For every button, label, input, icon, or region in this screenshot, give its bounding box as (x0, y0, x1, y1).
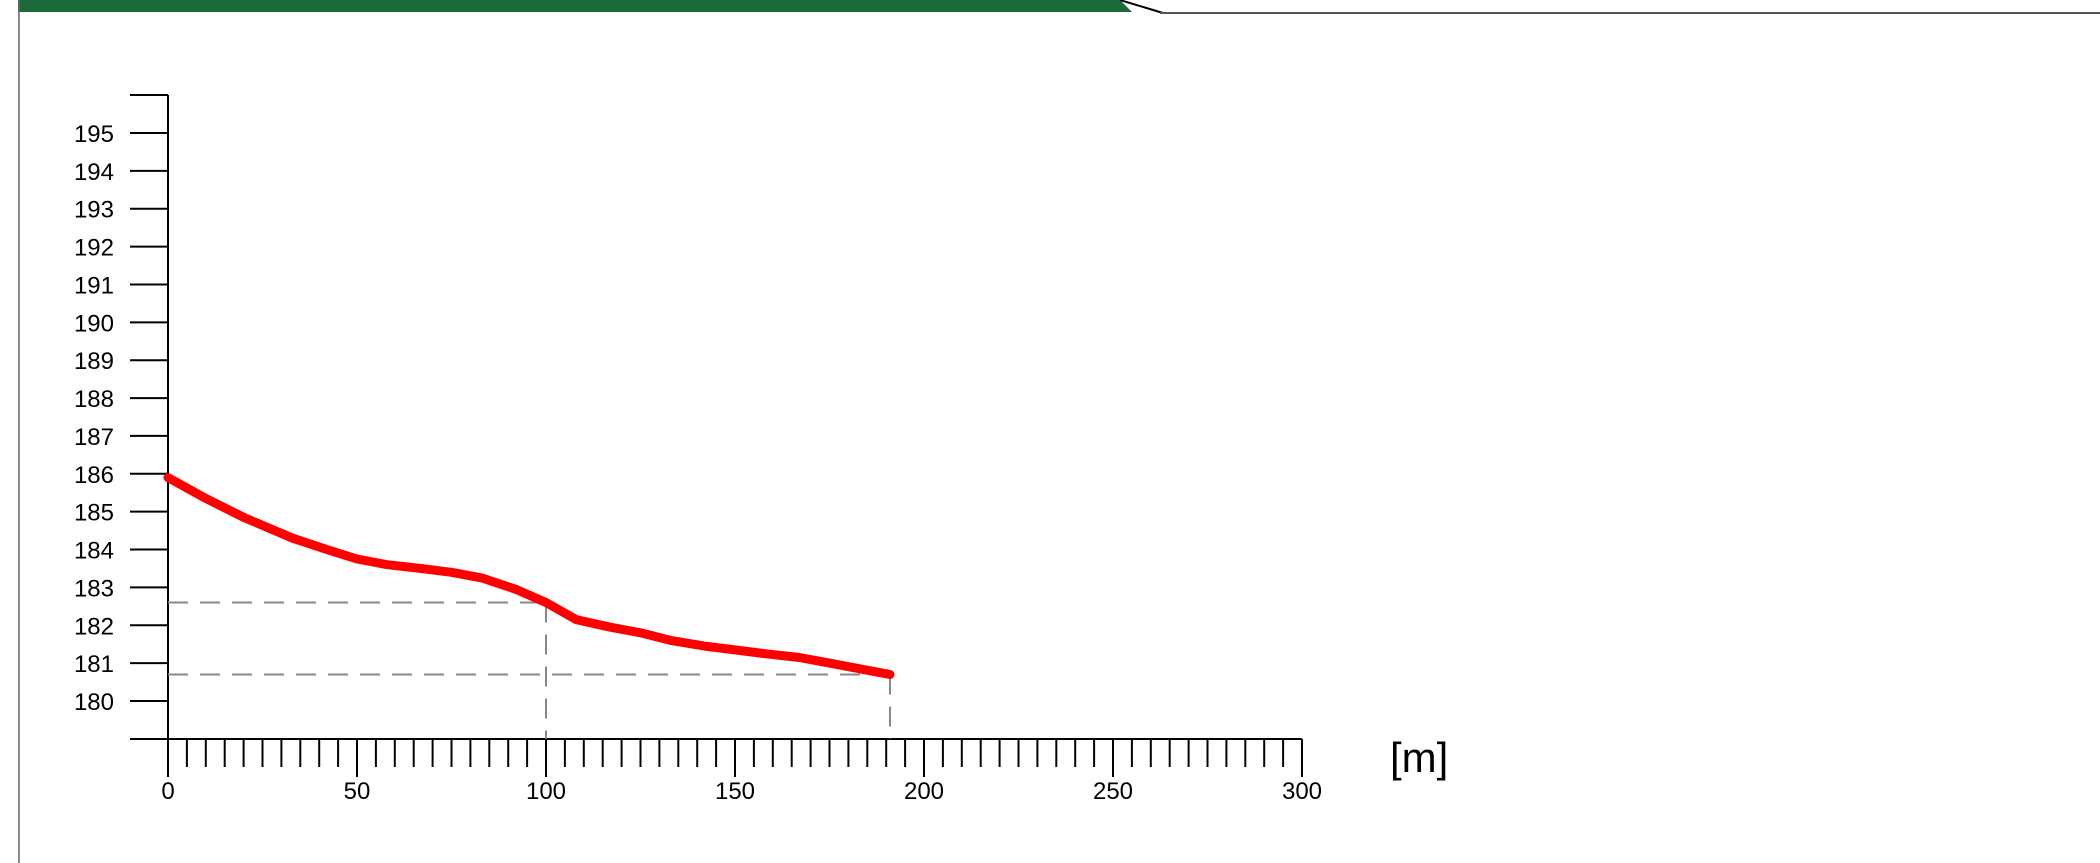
header-diagonal-line (1119, 0, 1164, 14)
y-tick-label: 182 (74, 613, 114, 640)
y-tick-label: 191 (74, 272, 114, 299)
y-tick-label: 195 (74, 121, 114, 148)
data-point (203, 496, 208, 501)
data-point (608, 625, 613, 630)
y-tick-label: 181 (74, 651, 114, 678)
data-point (419, 566, 424, 571)
chart-axes: 180 181 182 183 184 185 186 187 188 189 190 191 192 1… (74, 94, 1322, 805)
y-tick-label: 186 (74, 462, 114, 489)
series-line (163, 473, 895, 679)
y-tick-label: 180 (74, 689, 114, 716)
data-point (668, 638, 673, 643)
x-tick-label: 250 (1093, 778, 1133, 805)
data-point (241, 515, 246, 520)
x-tick-label: 100 (526, 778, 566, 805)
data-point (733, 647, 737, 652)
x-tick-label: 50 (344, 778, 371, 805)
y-tick-label: 183 (74, 575, 114, 602)
x-tick-label: 200 (904, 778, 944, 805)
y-tick-label: 187 (74, 424, 114, 451)
header-bar (18, 0, 1132, 12)
y-tick-label: 188 (74, 386, 114, 413)
data-point (166, 475, 170, 480)
y-tick-label: 189 (74, 348, 114, 375)
y-tick-label: 193 (74, 197, 114, 224)
y-tick-label: 192 (74, 235, 114, 262)
x-unit-label: [m] (1390, 734, 1448, 781)
series-layer (163, 473, 895, 679)
data-point (797, 655, 802, 660)
x-tick-label: 150 (715, 778, 755, 805)
data-point (827, 661, 832, 666)
header-banner (18, 0, 2100, 863)
data-point (355, 557, 359, 561)
data-point (702, 644, 707, 649)
data-point (887, 672, 892, 677)
reference-lines (168, 601, 891, 739)
y-tick-label: 185 (74, 500, 114, 527)
data-point (574, 617, 579, 622)
data-point (479, 575, 484, 580)
data-point (857, 666, 862, 671)
data-point (449, 570, 454, 575)
data-point (763, 651, 768, 656)
data-point (513, 587, 518, 592)
data-point (385, 562, 390, 567)
y-tick-label: 190 (74, 310, 114, 337)
y-tick-label: 194 (74, 159, 114, 186)
x-tick-label: 300 (1282, 778, 1322, 805)
data-point (290, 536, 295, 541)
data-point (638, 630, 643, 635)
data-point (544, 600, 548, 605)
y-tick-label: 184 (74, 538, 114, 565)
x-tick-label: 0 (161, 778, 174, 805)
data-point (324, 547, 329, 552)
